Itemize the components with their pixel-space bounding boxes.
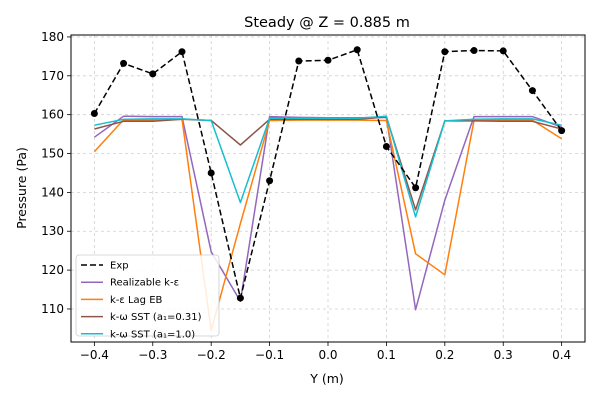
legend-label: k-ω SST (a₁=0.31) <box>110 312 202 323</box>
data-point <box>558 127 566 135</box>
data-point <box>120 59 128 67</box>
x-tick-label: 0.3 <box>494 348 513 362</box>
data-point <box>324 56 332 64</box>
y-tick-label: 120 <box>41 263 64 277</box>
data-point <box>441 48 449 56</box>
plot-series <box>90 46 566 332</box>
legend-label: Exp <box>110 261 129 272</box>
legend: Exp Realizable k-ε k-ε Lag EB k-ω SST (a₁=0… <box>75 254 220 340</box>
x-tick-label: −0.1 <box>255 348 284 362</box>
x-axis-label: Y (m) <box>309 371 344 386</box>
y-tick-label: 180 <box>41 30 64 44</box>
data-point <box>470 47 478 55</box>
data-point <box>499 47 507 55</box>
chart-title: Steady @ Z = 0.885 m <box>244 15 410 31</box>
y-tick-label: 160 <box>41 108 64 122</box>
y-tick-label: 140 <box>41 185 64 199</box>
data-point <box>295 57 303 65</box>
legend-label: k-ω SST (a₁=1.0) <box>110 329 195 340</box>
data-point <box>528 87 536 95</box>
legend-label: k-ε Lag EB <box>110 295 163 306</box>
x-tick-label: 0.2 <box>435 348 454 362</box>
data-point <box>353 46 361 54</box>
data-point <box>382 143 390 151</box>
x-tick-label: 0.1 <box>377 348 396 362</box>
y-tick-label: 110 <box>41 302 64 316</box>
data-point <box>236 294 244 302</box>
data-point <box>412 184 420 192</box>
x-tick-label: 0.0 <box>318 348 337 362</box>
data-point <box>266 177 274 185</box>
axis-ticks: −0.4 −0.3 −0.2 −0.1 0.0 0.1 0.2 0.3 0.4 110 120 130… <box>41 30 571 362</box>
y-tick-label: 170 <box>41 69 64 83</box>
data-point <box>207 169 215 177</box>
data-point <box>149 70 157 78</box>
x-tick-label: 0.4 <box>552 348 571 362</box>
legend-label: Realizable k-ε <box>110 278 179 289</box>
series-line-k-sst-a-1-0 <box>94 115 562 218</box>
y-axis-label: Pressure (Pa) <box>14 147 29 229</box>
x-tick-label: −0.3 <box>138 348 167 362</box>
data-point <box>90 109 98 117</box>
legend-box <box>75 254 220 337</box>
x-tick-label: −0.4 <box>80 348 109 362</box>
series-line-k-sst-a-0-31 <box>94 116 562 211</box>
x-tick-label: −0.2 <box>197 348 226 362</box>
data-point <box>178 48 186 56</box>
y-tick-label: 150 <box>41 147 64 161</box>
y-tick-label: 130 <box>41 224 64 238</box>
